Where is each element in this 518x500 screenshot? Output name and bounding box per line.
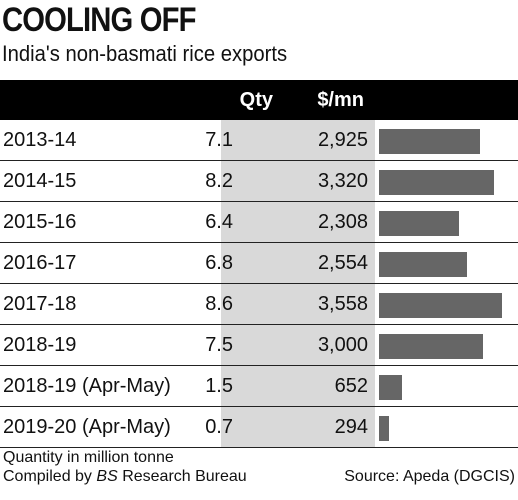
row-usd-value: 2,925 xyxy=(317,129,368,151)
row-period-label: 2019-20 (Apr-May) xyxy=(3,416,171,438)
row-usd-value: 2,554 xyxy=(317,252,368,274)
row-usd-value: 3,320 xyxy=(317,170,368,192)
table-row: 2015-16 6.4 2,308 xyxy=(0,202,518,243)
row-value-bar xyxy=(379,252,467,277)
row-value-bar xyxy=(379,416,389,441)
row-value-bar xyxy=(379,293,502,318)
row-value-bar xyxy=(379,170,494,195)
row-qty-value: 7.1 xyxy=(205,129,233,151)
unit-note: Quantity in million tonne xyxy=(3,449,174,466)
row-usd-value: 2,308 xyxy=(317,211,368,233)
row-qty-value: 1.5 xyxy=(205,375,233,397)
row-period-label: 2014-15 xyxy=(3,170,77,192)
table-row: 2016-17 6.8 2,554 xyxy=(0,243,518,284)
column-header-usd: $/mn xyxy=(317,89,364,111)
row-qty-value: 8.2 xyxy=(205,170,233,192)
row-value-bar xyxy=(379,211,459,236)
table-header: Qty $/mn xyxy=(0,80,518,120)
table-row: 2018-19 (Apr-May) 1.5 652 xyxy=(0,366,518,407)
table-row: 2013-14 7.1 2,925 xyxy=(0,120,518,161)
compiled-note: Compiled by BS Research Bureau xyxy=(3,467,247,486)
row-period-label: 2013-14 xyxy=(3,129,77,151)
row-value-bar xyxy=(379,129,480,154)
compiled-prefix: Compiled by xyxy=(3,468,92,485)
row-qty-value: 7.5 xyxy=(205,334,233,356)
table-row: 2014-15 8.2 3,320 xyxy=(0,161,518,202)
row-usd-value: 652 xyxy=(334,375,368,397)
row-usd-value: 294 xyxy=(334,416,368,438)
table-row: 2018-19 7.5 3,000 xyxy=(0,325,518,366)
row-period-label: 2016-17 xyxy=(3,252,77,274)
row-period-label: 2018-19 xyxy=(3,334,77,356)
row-period-label: 2015-16 xyxy=(3,211,77,233)
row-usd-value: 3,000 xyxy=(317,334,368,356)
compiled-org: BS xyxy=(96,468,118,485)
row-qty-value: 0.7 xyxy=(205,416,233,438)
column-header-qty: Qty xyxy=(239,89,273,111)
table-row: 2017-18 8.6 3,558 xyxy=(0,284,518,325)
row-period-label: 2017-18 xyxy=(3,293,77,315)
row-qty-value: 6.4 xyxy=(205,211,233,233)
row-value-bar xyxy=(379,375,402,400)
table-row: 2019-20 (Apr-May) 0.7 294 xyxy=(0,407,518,448)
source-note: Source: Apeda (DGCIS) xyxy=(344,468,515,485)
row-qty-value: 6.8 xyxy=(205,252,233,274)
chart-title: COOLING OFF xyxy=(2,1,196,39)
row-value-bar xyxy=(379,334,483,359)
chart-subtitle: India's non-basmati rice exports xyxy=(2,41,288,66)
compiled-suffix: Research Bureau xyxy=(122,468,247,485)
row-qty-value: 8.6 xyxy=(205,293,233,315)
row-period-label: 2018-19 (Apr-May) xyxy=(3,375,171,397)
row-usd-value: 3,558 xyxy=(317,293,368,315)
